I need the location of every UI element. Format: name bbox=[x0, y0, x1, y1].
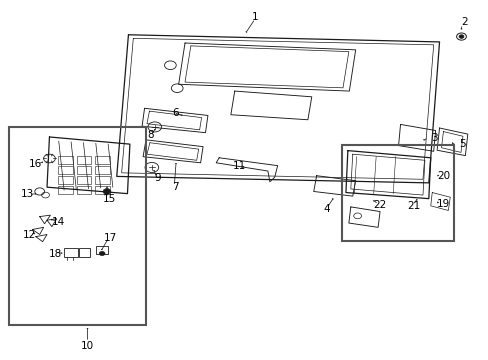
Circle shape bbox=[103, 189, 111, 194]
Text: 10: 10 bbox=[81, 341, 94, 351]
Bar bbox=[77, 176, 91, 184]
Text: 17: 17 bbox=[103, 233, 117, 243]
Bar bbox=[77, 156, 91, 164]
Text: 1: 1 bbox=[251, 12, 258, 22]
Text: 20: 20 bbox=[436, 171, 449, 181]
Bar bbox=[58, 176, 73, 184]
Bar bbox=[9, 127, 146, 325]
Text: 8: 8 bbox=[147, 130, 154, 140]
Bar bbox=[95, 186, 110, 194]
Text: 9: 9 bbox=[154, 173, 161, 183]
Text: 5: 5 bbox=[458, 139, 465, 149]
Text: 7: 7 bbox=[172, 182, 178, 192]
Bar bbox=[77, 166, 91, 174]
Text: 11: 11 bbox=[232, 161, 246, 171]
Bar bbox=[95, 176, 110, 184]
Bar bbox=[64, 248, 78, 257]
Text: 15: 15 bbox=[102, 194, 115, 204]
Text: 18: 18 bbox=[49, 248, 62, 258]
Bar bbox=[77, 186, 91, 194]
Text: 22: 22 bbox=[373, 200, 386, 210]
Bar bbox=[96, 246, 108, 253]
Text: 13: 13 bbox=[21, 189, 34, 199]
Text: 2: 2 bbox=[461, 17, 467, 27]
Circle shape bbox=[458, 35, 463, 39]
Text: 19: 19 bbox=[436, 199, 449, 210]
Bar bbox=[58, 156, 73, 164]
Bar bbox=[95, 166, 110, 174]
Text: 6: 6 bbox=[172, 108, 178, 118]
Bar bbox=[79, 248, 90, 257]
Text: 16: 16 bbox=[29, 159, 42, 169]
Text: 12: 12 bbox=[22, 230, 36, 239]
Text: 4: 4 bbox=[323, 204, 329, 215]
Bar bbox=[341, 145, 453, 241]
Bar bbox=[58, 186, 73, 194]
Text: 21: 21 bbox=[407, 201, 420, 211]
Circle shape bbox=[99, 251, 105, 256]
Bar bbox=[95, 156, 110, 164]
Text: 14: 14 bbox=[52, 217, 65, 227]
Text: 3: 3 bbox=[430, 133, 436, 143]
Bar bbox=[58, 166, 73, 174]
